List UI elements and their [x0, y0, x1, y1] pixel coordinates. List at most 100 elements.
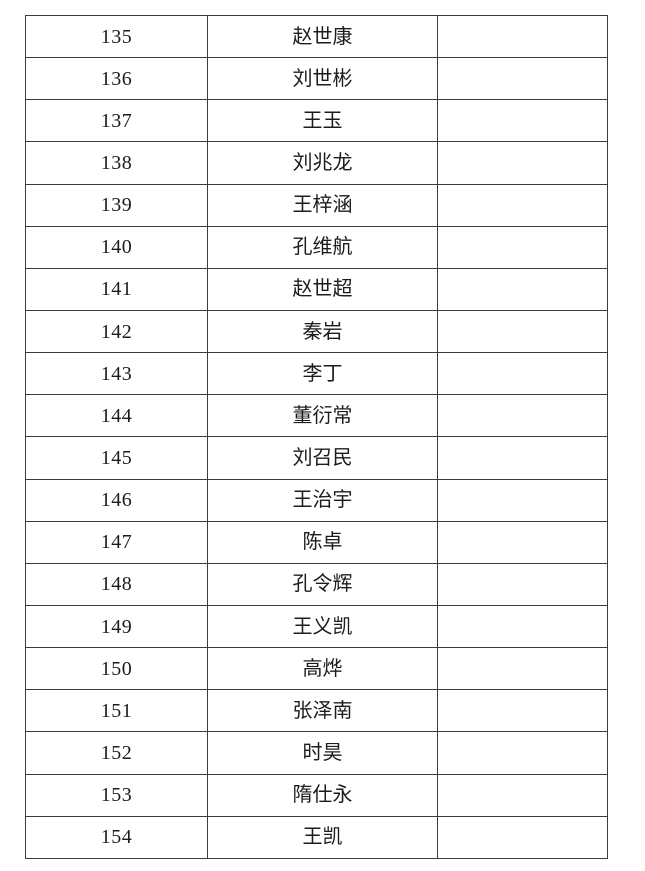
- row-number-cell: 146: [25, 478, 208, 522]
- row-number-cell: 145: [25, 436, 208, 480]
- row-number: 140: [100, 236, 133, 259]
- person-name-cell: 王凯: [207, 815, 438, 859]
- empty-cell: [437, 99, 608, 143]
- row-number: 137: [100, 109, 133, 132]
- empty-cell: [437, 647, 608, 691]
- person-name: 赵世康: [292, 25, 353, 48]
- empty-cell: [437, 562, 608, 606]
- row-number-cell: 150: [25, 647, 208, 691]
- row-number: 151: [100, 699, 133, 722]
- empty-cell: [437, 57, 608, 101]
- person-name: 时昊: [302, 741, 343, 764]
- row-number-cell: 139: [25, 183, 208, 227]
- person-name: 赵世超: [292, 278, 353, 301]
- person-name-cell: 时昊: [207, 731, 438, 775]
- empty-cell: [437, 731, 608, 775]
- row-number-cell: 140: [25, 225, 208, 269]
- table-row: 142 秦岩: [25, 309, 608, 354]
- table-row: 136 刘世彬: [25, 57, 608, 101]
- person-name: 王凯: [302, 826, 343, 849]
- person-name-cell: 王义凯: [207, 604, 438, 649]
- person-name: 王义凯: [292, 615, 353, 638]
- person-name: 李丁: [302, 362, 343, 385]
- table-row: 144 董衍常: [25, 394, 608, 438]
- person-name-cell: 秦岩: [207, 309, 438, 354]
- table-row: 148 孔令辉: [25, 562, 608, 606]
- empty-cell: [437, 352, 608, 396]
- table-row: 140 孔维航: [25, 225, 608, 269]
- person-name-cell: 赵世超: [207, 267, 438, 311]
- table-row: 141 赵世超: [25, 267, 608, 311]
- roster-body: 135 赵世康 136 刘世彬 137 王玉 138 刘兆龙: [25, 14, 608, 859]
- table-row: 138 刘兆龙: [25, 141, 608, 185]
- row-number: 139: [100, 194, 133, 217]
- person-name: 秦岩: [302, 320, 343, 343]
- row-number: 149: [100, 615, 133, 638]
- person-name: 孔令辉: [292, 573, 353, 596]
- person-name-cell: 李丁: [207, 352, 438, 396]
- person-name-cell: 高烨: [207, 647, 438, 691]
- person-name-cell: 王治宇: [207, 478, 438, 522]
- row-number: 135: [100, 25, 133, 48]
- row-number-cell: 141: [25, 267, 208, 311]
- person-name-cell: 刘世彬: [207, 57, 438, 101]
- table-row: 153 隋仕永: [25, 773, 608, 817]
- row-number-cell: 143: [25, 352, 208, 396]
- person-name: 刘兆龙: [292, 151, 353, 174]
- empty-cell: [437, 394, 608, 438]
- table-row: 149 王义凯: [25, 604, 608, 649]
- row-number: 144: [100, 404, 133, 427]
- empty-cell: [437, 14, 608, 59]
- row-number-cell: 138: [25, 141, 208, 185]
- empty-cell: [437, 225, 608, 269]
- row-number-cell: 147: [25, 520, 208, 564]
- table-row: 154 王凯: [25, 815, 608, 859]
- row-number: 147: [100, 531, 133, 554]
- empty-cell: [437, 689, 608, 733]
- empty-cell: [437, 773, 608, 817]
- row-number-cell: 152: [25, 731, 208, 775]
- person-name: 孔维航: [292, 236, 353, 259]
- person-name: 刘召民: [292, 446, 353, 469]
- row-number: 145: [100, 446, 133, 469]
- person-name: 董衍常: [292, 404, 353, 427]
- row-number: 138: [100, 151, 133, 174]
- row-number: 153: [100, 784, 133, 807]
- person-name-cell: 董衍常: [207, 394, 438, 438]
- table-row: 139 王梓涵: [25, 183, 608, 227]
- person-name-cell: 隋仕永: [207, 773, 438, 817]
- person-name-cell: 王梓涵: [207, 183, 438, 227]
- person-name-cell: 王玉: [207, 99, 438, 143]
- empty-cell: [437, 267, 608, 311]
- person-name: 王治宇: [292, 489, 353, 512]
- row-number-cell: 144: [25, 394, 208, 438]
- roster-table: 135 赵世康 136 刘世彬 137 王玉 138 刘兆龙: [25, 14, 608, 859]
- person-name: 高烨: [302, 657, 343, 680]
- empty-cell: [437, 520, 608, 564]
- empty-cell: [437, 309, 608, 354]
- table-row: 151 张泽南: [25, 689, 608, 733]
- table-row: 152 时昊: [25, 731, 608, 775]
- person-name: 张泽南: [292, 699, 353, 722]
- empty-cell: [437, 815, 608, 859]
- table-row: 145 刘召民: [25, 436, 608, 480]
- person-name-cell: 陈卓: [207, 520, 438, 564]
- table-row: 143 李丁: [25, 352, 608, 396]
- table-row: 137 王玉: [25, 99, 608, 143]
- row-number: 152: [100, 741, 133, 764]
- row-number: 141: [100, 278, 133, 301]
- table-row: 135 赵世康: [25, 14, 608, 59]
- table-row: 146 王治宇: [25, 478, 608, 522]
- row-number-cell: 135: [25, 14, 208, 59]
- person-name: 隋仕永: [292, 784, 353, 807]
- person-name-cell: 孔令辉: [207, 562, 438, 606]
- person-name: 王玉: [302, 109, 343, 132]
- row-number-cell: 142: [25, 309, 208, 354]
- empty-cell: [437, 141, 608, 185]
- person-name: 王梓涵: [292, 194, 353, 217]
- empty-cell: [437, 604, 608, 649]
- row-number: 142: [100, 320, 133, 343]
- row-number: 150: [100, 657, 133, 680]
- row-number: 143: [100, 362, 133, 385]
- empty-cell: [437, 436, 608, 480]
